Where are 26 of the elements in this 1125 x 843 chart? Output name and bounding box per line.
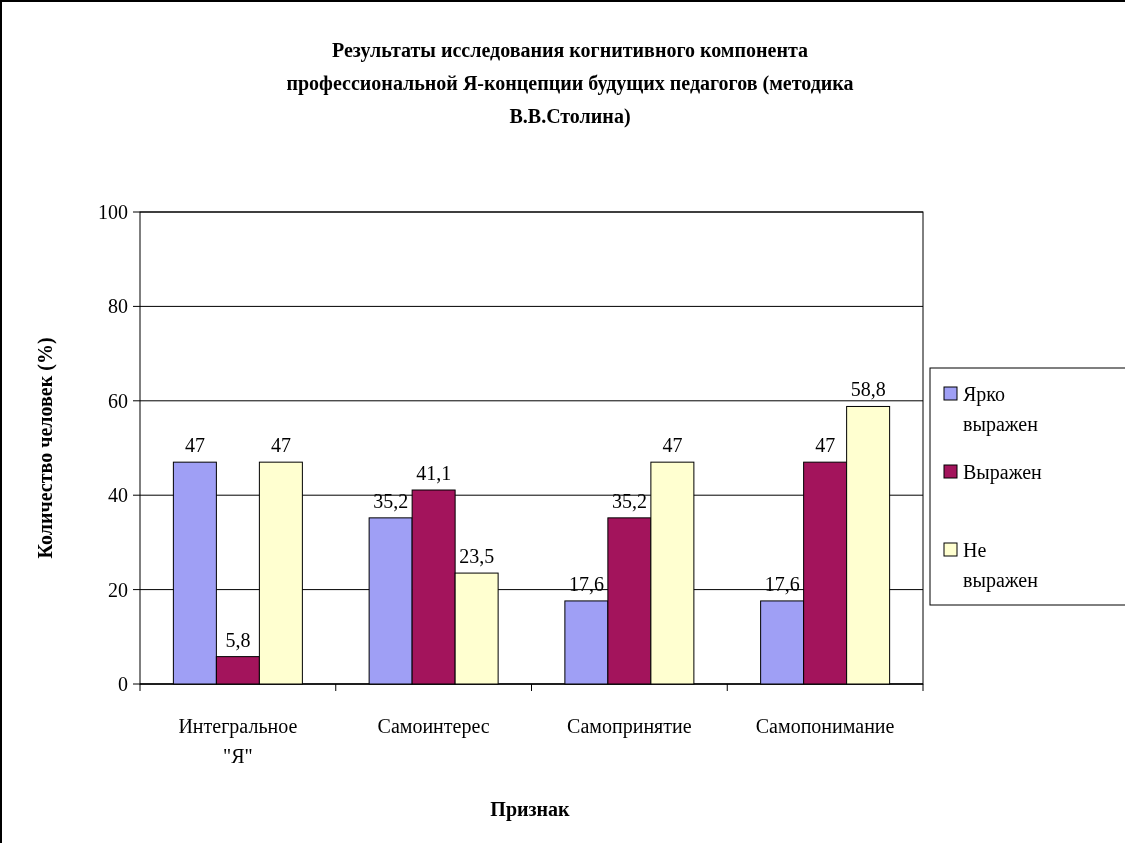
y-tick-label: 100 [98, 201, 128, 223]
y-tick-label: 20 [108, 578, 128, 601]
x-tick-label: Самопринятие [567, 715, 692, 738]
data-label: 41,1 [416, 462, 452, 485]
legend-label: Ярко выражен [963, 383, 1039, 436]
data-label: 47 [270, 434, 291, 457]
x-tick-label: Самопонимание [755, 715, 895, 737]
y-tick-label: 0 [118, 673, 128, 695]
data-label: 47 [184, 434, 205, 457]
data-label: 47 [662, 434, 683, 457]
data-label: 23,5 [459, 545, 495, 568]
x-tick-label: Самоинтерес [377, 715, 490, 738]
y-tick-label: 60 [108, 389, 128, 412]
data-label: 35,2 [611, 489, 647, 512]
y-tick-label: 80 [108, 295, 128, 318]
x-axis-title: Признак [490, 798, 571, 821]
legend-label: Выражен [963, 461, 1043, 484]
legend-label: Не выражен [963, 539, 1039, 592]
x-tick-label: Интегральное "Я" [178, 715, 298, 767]
data-label: 58,8 [850, 378, 886, 401]
chart-title: Результаты исследования когнитивного компонента профессиональной Я-концепции будущих педагогов (методика В.В.Столина) [286, 39, 854, 128]
data-label: 35,2 [373, 489, 409, 512]
y-tick-label: 40 [108, 484, 128, 507]
y-axis-title: Количество человек (%) [34, 337, 57, 559]
data-label: 5,8 [225, 628, 251, 651]
data-label: 47 [815, 434, 836, 457]
